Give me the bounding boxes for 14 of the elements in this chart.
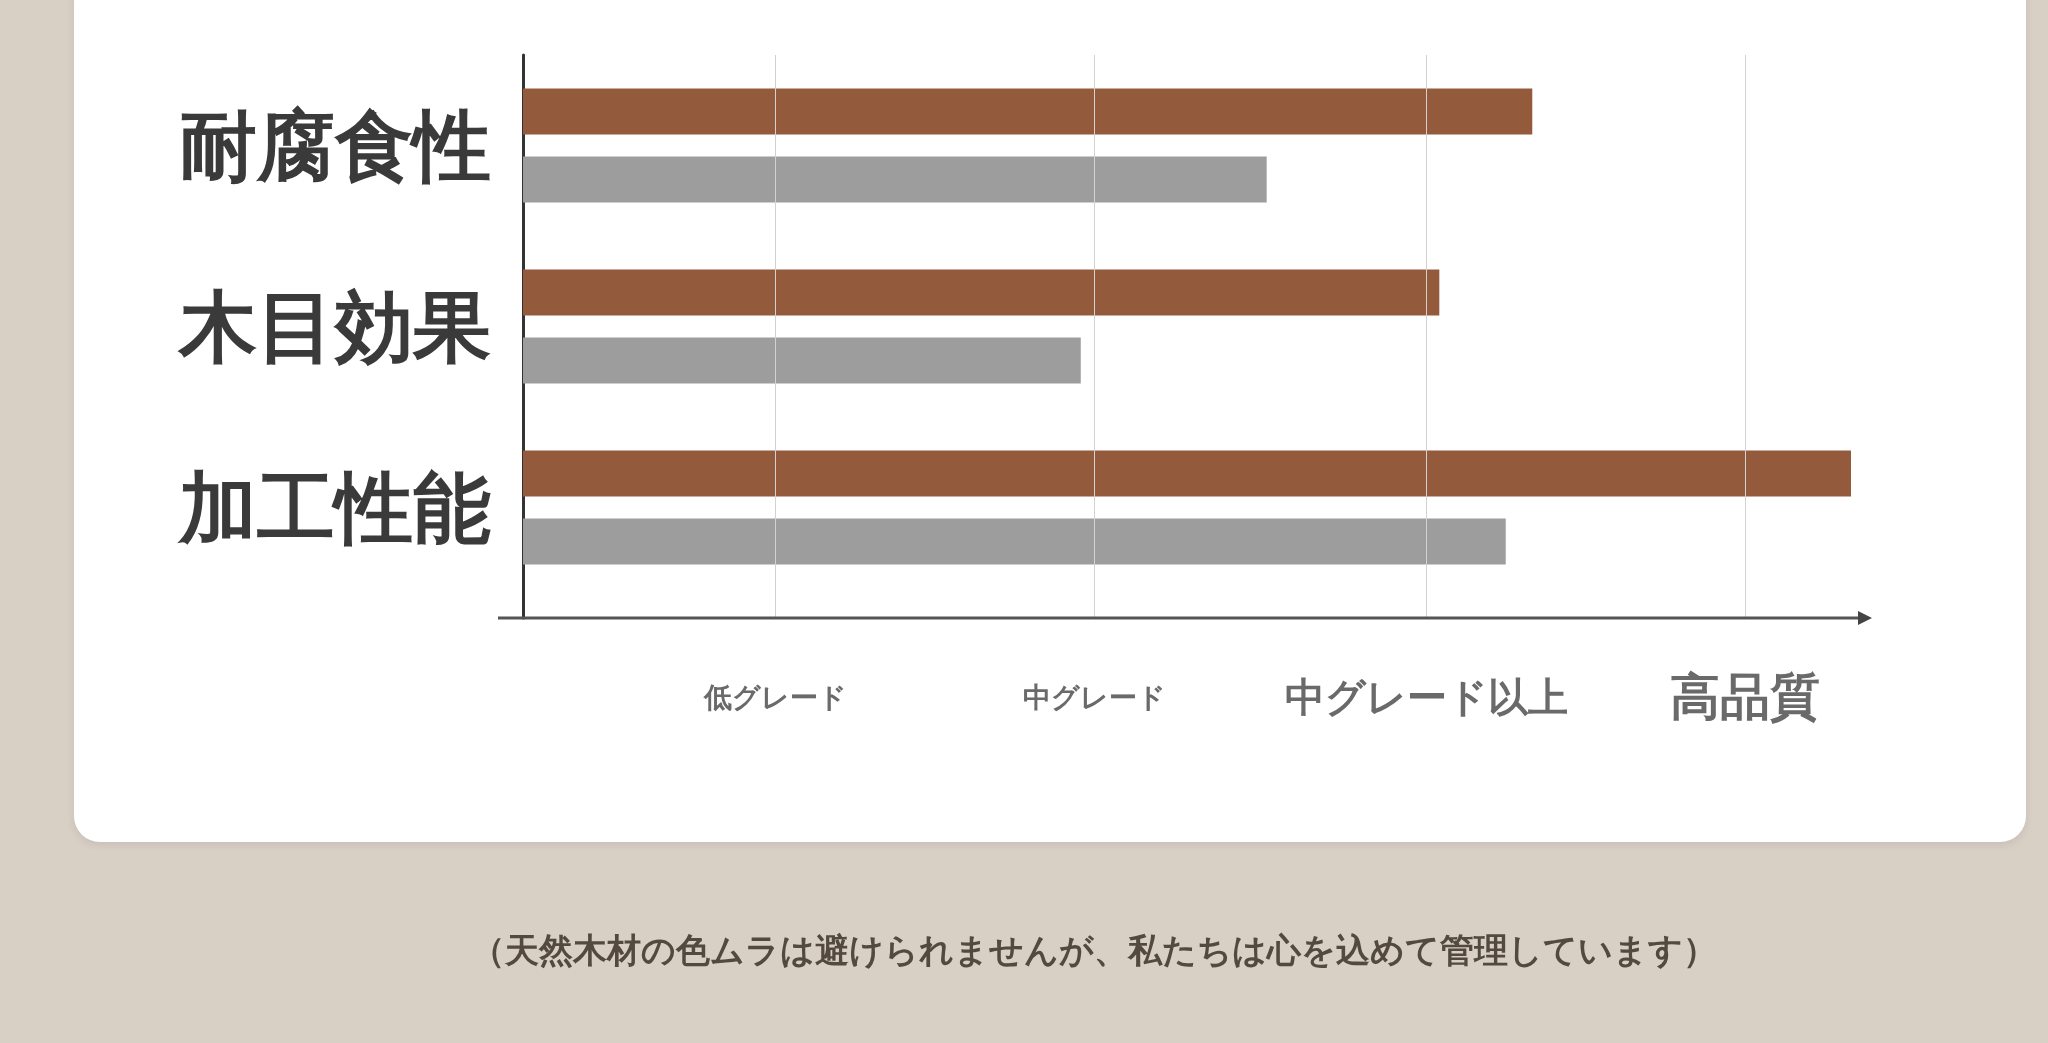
bar bbox=[523, 156, 1267, 203]
text: （天然木材の色ムラは避けられませんが、私たちは心を込めて管理しています） bbox=[471, 930, 1717, 970]
y-tick-label: 耐腐食性 bbox=[179, 100, 491, 191]
bar bbox=[523, 269, 1440, 316]
bar bbox=[523, 337, 1081, 384]
y-tick-label: 加工性能 bbox=[177, 462, 491, 553]
bar bbox=[523, 450, 1851, 497]
bar bbox=[523, 518, 1506, 565]
ref-line-label: 中グレード bbox=[1022, 680, 1166, 714]
bar bbox=[523, 88, 1533, 135]
ref-line-label: 低グレード bbox=[702, 680, 847, 714]
ref-line-label: 高品質 bbox=[1669, 668, 1820, 726]
y-tick-label: 木目効果 bbox=[177, 281, 491, 372]
ref-line-label: 中グレード以上 bbox=[1284, 674, 1568, 720]
